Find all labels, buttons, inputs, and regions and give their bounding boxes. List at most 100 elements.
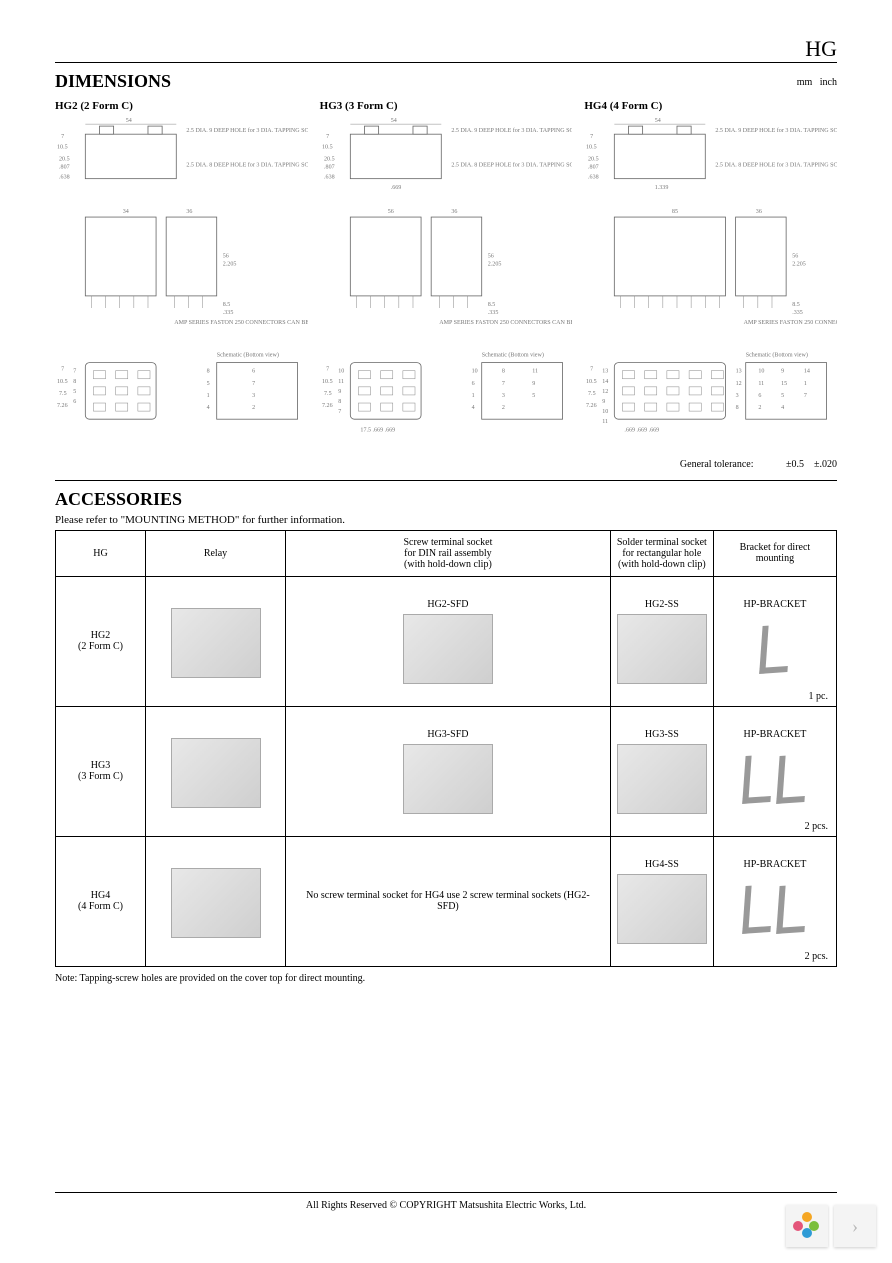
svg-text:.335: .335 bbox=[487, 310, 498, 316]
tolerance-in: ±.020 bbox=[814, 459, 837, 470]
svg-text:4: 4 bbox=[471, 405, 474, 411]
svg-text:34: 34 bbox=[123, 209, 129, 215]
cell-hg: HG4(4 Form C) bbox=[56, 836, 146, 966]
svg-text:8: 8 bbox=[736, 405, 739, 411]
accessories-footnote: Note: Tapping-screw holes are provided o… bbox=[55, 973, 837, 984]
svg-text:20.5: 20.5 bbox=[588, 156, 599, 162]
svg-text:7.5: 7.5 bbox=[59, 391, 67, 397]
svg-text:1: 1 bbox=[471, 393, 474, 399]
accessories-title: ACCESSORIES bbox=[55, 489, 182, 510]
bracket-part: HP-BRACKET bbox=[720, 599, 830, 610]
svg-text:10.5: 10.5 bbox=[57, 379, 68, 385]
svg-text:10.5: 10.5 bbox=[57, 144, 68, 150]
svg-text:AMP SERIES FASTON 250 CONNECTO: AMP SERIES FASTON 250 CONNECTORS CAN BE … bbox=[439, 320, 572, 326]
svg-text:2: 2 bbox=[252, 405, 255, 411]
svg-text:8.5: 8.5 bbox=[223, 302, 231, 308]
solder-part: HG3-SS bbox=[617, 729, 707, 740]
cell-bracket: HP-BRACKET2 pcs. bbox=[713, 706, 836, 836]
svg-text:56: 56 bbox=[793, 253, 799, 259]
svg-text:2.205: 2.205 bbox=[793, 262, 807, 268]
svg-text:AMP SERIES FASTON 250 CONNECTO: AMP SERIES FASTON 250 CONNECTORS CAN BE … bbox=[174, 320, 307, 326]
tolerance-row: General tolerance: ±0.5 ±.020 bbox=[55, 459, 837, 470]
dim-label: HG4 (4 Form C) bbox=[584, 100, 837, 112]
logo-badge[interactable] bbox=[786, 1205, 828, 1247]
screw-image bbox=[403, 744, 493, 814]
relay-image bbox=[171, 738, 261, 808]
col-relay: Relay bbox=[146, 530, 286, 576]
dimension-column: HG2 (2 Form C)54710.520.5.807.6382.5 DIA… bbox=[55, 100, 308, 453]
svg-text:.669: .669 bbox=[390, 185, 401, 191]
svg-text:11: 11 bbox=[338, 379, 344, 385]
svg-text:7: 7 bbox=[326, 367, 329, 373]
svg-text:15: 15 bbox=[781, 381, 787, 387]
svg-text:5: 5 bbox=[781, 393, 784, 399]
petal-icon bbox=[795, 1214, 819, 1238]
svg-text:10: 10 bbox=[338, 369, 344, 375]
svg-text:36: 36 bbox=[756, 209, 762, 215]
svg-text:.807: .807 bbox=[588, 165, 599, 171]
mid-rule bbox=[55, 480, 837, 481]
svg-text:11: 11 bbox=[759, 381, 765, 387]
svg-text:7: 7 bbox=[326, 134, 329, 140]
svg-text:13: 13 bbox=[736, 369, 742, 375]
svg-text:20.5: 20.5 bbox=[324, 156, 335, 162]
hg-form: (3 Form C) bbox=[62, 771, 139, 782]
svg-text:Schematic (Bottom view): Schematic (Bottom view) bbox=[746, 352, 808, 359]
svg-text:8: 8 bbox=[502, 369, 505, 375]
chevron-right-icon: › bbox=[852, 1216, 858, 1237]
svg-text:7.26: 7.26 bbox=[586, 403, 597, 409]
bracket-qty: 2 pcs. bbox=[805, 951, 828, 962]
dimensions-title: DIMENSIONS bbox=[55, 71, 171, 92]
svg-text:7: 7 bbox=[61, 134, 64, 140]
bracket-image bbox=[730, 614, 820, 684]
dim-label: HG3 (3 Form C) bbox=[320, 100, 573, 112]
svg-text:11: 11 bbox=[603, 419, 609, 425]
svg-text:.335: .335 bbox=[793, 310, 804, 316]
screw-part: HG2-SFD bbox=[292, 599, 604, 610]
svg-text:3: 3 bbox=[502, 393, 505, 399]
hg-name: HG4 bbox=[62, 890, 139, 901]
svg-text:54: 54 bbox=[655, 118, 661, 124]
bracket-icon bbox=[742, 884, 774, 934]
next-button[interactable]: › bbox=[834, 1205, 876, 1247]
svg-text:10.5: 10.5 bbox=[586, 144, 597, 150]
cell-screw: No screw terminal socket for HG4 use 2 s… bbox=[286, 836, 611, 966]
svg-text:.638: .638 bbox=[59, 175, 70, 181]
col-solder: Solder terminal socket for rectangular h… bbox=[610, 530, 713, 576]
svg-text:8: 8 bbox=[338, 399, 341, 405]
svg-text:.638: .638 bbox=[324, 175, 335, 181]
relay-image bbox=[171, 608, 261, 678]
svg-text:9: 9 bbox=[781, 369, 784, 375]
svg-text:5: 5 bbox=[532, 393, 535, 399]
hg-form: (2 Form C) bbox=[62, 641, 139, 652]
cell-bracket: HP-BRACKET2 pcs. bbox=[713, 836, 836, 966]
svg-text:6: 6 bbox=[471, 381, 474, 387]
svg-text:10.5: 10.5 bbox=[322, 379, 333, 385]
svg-text:56: 56 bbox=[387, 209, 393, 215]
svg-text:2.5 DIA. 9 DEEP HOLE for 3 DIA: 2.5 DIA. 9 DEEP HOLE for 3 DIA. TAPPING … bbox=[451, 127, 572, 134]
svg-text:56: 56 bbox=[487, 253, 493, 259]
cell-screw: HG3-SFD bbox=[286, 706, 611, 836]
cell-hg: HG2(2 Form C) bbox=[56, 576, 146, 706]
svg-text:2.5 DIA. 9 DEEP HOLE for 3 DIA: 2.5 DIA. 9 DEEP HOLE for 3 DIA. TAPPING … bbox=[186, 127, 307, 134]
cell-relay bbox=[146, 836, 286, 966]
bracket-icon bbox=[776, 884, 808, 934]
svg-text:7: 7 bbox=[338, 409, 341, 415]
svg-text:2.205: 2.205 bbox=[487, 262, 501, 268]
svg-text:1.339: 1.339 bbox=[655, 185, 669, 191]
svg-text:54: 54 bbox=[390, 118, 396, 124]
svg-text:8.5: 8.5 bbox=[793, 302, 801, 308]
tolerance-label: General tolerance: bbox=[680, 459, 754, 470]
hg-form: (4 Form C) bbox=[62, 901, 139, 912]
svg-text:10: 10 bbox=[759, 369, 765, 375]
svg-text:7: 7 bbox=[502, 381, 505, 387]
cell-solder: HG3-SS bbox=[610, 706, 713, 836]
svg-text:9: 9 bbox=[532, 381, 535, 387]
svg-text:13: 13 bbox=[603, 369, 609, 375]
svg-text:8: 8 bbox=[73, 379, 76, 385]
svg-text:17.5 .669 .669: 17.5 .669 .669 bbox=[360, 427, 395, 433]
svg-text:2: 2 bbox=[759, 405, 762, 411]
bracket-qty: 1 pc. bbox=[809, 691, 828, 702]
cell-bracket: HP-BRACKET 1 pc. bbox=[713, 576, 836, 706]
svg-text:12: 12 bbox=[603, 389, 609, 395]
